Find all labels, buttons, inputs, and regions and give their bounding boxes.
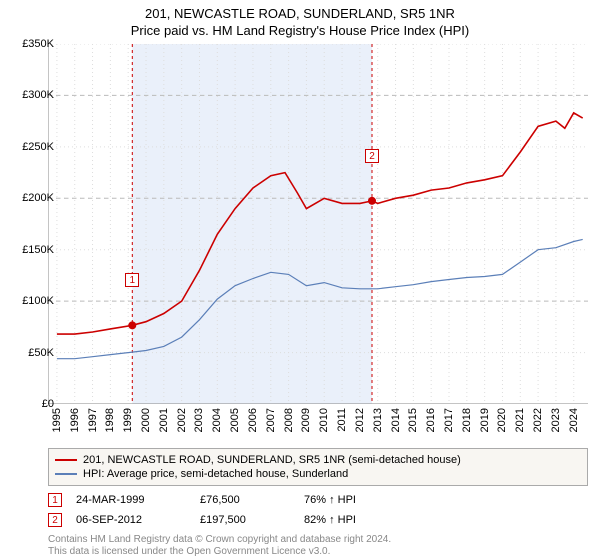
y-tick-label: £350K — [22, 38, 54, 50]
x-tick-label: 1997 — [87, 408, 99, 432]
x-tick-label: 2004 — [211, 408, 223, 432]
x-tick-label: 2012 — [354, 408, 366, 432]
x-tick-label: 1998 — [104, 408, 116, 432]
legend-row: HPI: Average price, semi-detached house,… — [55, 467, 581, 481]
x-tick-label: 2000 — [140, 408, 152, 432]
chart-subtitle: Price paid vs. HM Land Registry's House … — [0, 23, 600, 38]
x-tick-label: 2015 — [407, 408, 419, 432]
x-tick-label: 2017 — [443, 408, 455, 432]
y-tick-label: £300K — [22, 89, 54, 101]
x-tick-label: 2001 — [158, 408, 170, 432]
sale-marker-box: 1 — [125, 273, 139, 287]
x-tick-label: 1996 — [69, 408, 81, 432]
title-block: 201, NEWCASTLE ROAD, SUNDERLAND, SR5 1NR… — [0, 0, 600, 38]
plot-svg — [48, 44, 588, 404]
x-tick-label: 2022 — [532, 408, 544, 432]
x-tick-label: 2003 — [193, 408, 205, 432]
footer-line1: Contains HM Land Registry data © Crown c… — [48, 534, 391, 546]
legend-label: HPI: Average price, semi-detached house,… — [83, 468, 348, 480]
y-tick-label: £150K — [22, 244, 54, 256]
sale-price: £197,500 — [200, 514, 290, 526]
sale-marker-box: 2 — [365, 149, 379, 163]
x-tick-label: 2008 — [283, 408, 295, 432]
sale-pct: 76% ↑ HPI — [304, 494, 424, 506]
footer-text: Contains HM Land Registry data © Crown c… — [48, 534, 391, 558]
x-tick-label: 1999 — [122, 408, 134, 432]
x-tick-label: 2010 — [318, 408, 330, 432]
x-tick-label: 2009 — [300, 408, 312, 432]
x-tick-label: 2019 — [479, 408, 491, 432]
footer-line2: This data is licensed under the Open Gov… — [48, 546, 391, 558]
sale-marker-inline: 2 — [48, 513, 62, 527]
x-tick-label: 2006 — [247, 408, 259, 432]
y-tick-label: £50K — [28, 347, 54, 359]
y-tick-label: £250K — [22, 141, 54, 153]
chart-container: 201, NEWCASTLE ROAD, SUNDERLAND, SR5 1NR… — [0, 0, 600, 560]
x-tick-label: 2005 — [229, 408, 241, 432]
x-tick-label: 2014 — [390, 408, 402, 432]
plot-area — [48, 44, 588, 404]
x-tick-label: 2002 — [176, 408, 188, 432]
sales-row: 2 06-SEP-2012 £197,500 82% ↑ HPI — [48, 510, 588, 530]
sale-pct: 82% ↑ HPI — [304, 514, 424, 526]
x-tick-label: 2023 — [550, 408, 562, 432]
x-tick-label: 2024 — [568, 408, 580, 432]
x-tick-label: 2013 — [372, 408, 384, 432]
chart-title: 201, NEWCASTLE ROAD, SUNDERLAND, SR5 1NR — [0, 6, 600, 21]
sale-dot — [368, 197, 376, 205]
y-tick-label: £200K — [22, 192, 54, 204]
legend-swatch — [55, 473, 77, 475]
x-tick-label: 2007 — [265, 408, 277, 432]
x-tick-label: 2016 — [425, 408, 437, 432]
sale-marker-inline: 1 — [48, 493, 62, 507]
y-tick-label: £100K — [22, 295, 54, 307]
x-tick-label: 2011 — [336, 408, 348, 432]
sale-price: £76,500 — [200, 494, 290, 506]
legend-row: 201, NEWCASTLE ROAD, SUNDERLAND, SR5 1NR… — [55, 453, 581, 467]
x-tick-label: 1995 — [51, 408, 63, 432]
x-tick-label: 2018 — [461, 408, 473, 432]
legend-label: 201, NEWCASTLE ROAD, SUNDERLAND, SR5 1NR… — [83, 454, 461, 466]
legend-swatch — [55, 459, 77, 461]
sales-table: 1 24-MAR-1999 £76,500 76% ↑ HPI 2 06-SEP-2012… — [48, 490, 588, 530]
sale-dot — [128, 321, 136, 329]
sale-date: 24-MAR-1999 — [76, 494, 186, 506]
x-tick-label: 2021 — [514, 408, 526, 432]
sale-date: 06-SEP-2012 — [76, 514, 186, 526]
sales-row: 1 24-MAR-1999 £76,500 76% ↑ HPI — [48, 490, 588, 510]
x-tick-label: 2020 — [496, 408, 508, 432]
legend-box: 201, NEWCASTLE ROAD, SUNDERLAND, SR5 1NR… — [48, 448, 588, 486]
